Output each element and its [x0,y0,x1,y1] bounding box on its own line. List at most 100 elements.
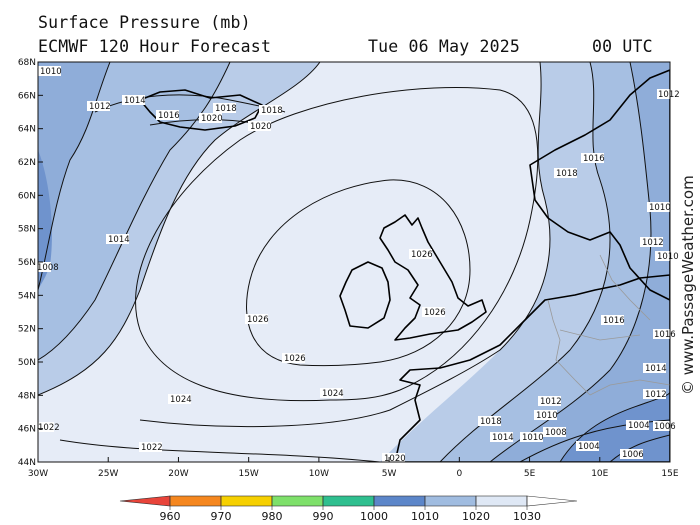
svg-text:1010: 1010 [40,67,62,77]
isobar-label: 1014 [643,363,667,374]
lat-tick-label: 58N [18,225,36,235]
colorbar-segment [373,495,426,507]
svg-text:1018: 1018 [480,417,502,427]
isobar-label: 1006 [620,449,644,460]
lat-tick-label: 50N [18,358,36,368]
lon-tick-label: 10E [591,469,608,479]
latitude-axis: 68N 66N 64N 62N 60N 58N 56N 54N 52N 50N 48N 46N 44N [18,58,43,468]
iceland [139,89,263,131]
isobar-label: 1024 [168,394,192,405]
borders [547,254,670,396]
forecast-model: ECMWF 120 Hour Forecast [38,37,272,56]
isobar-label: 1026 [282,353,306,364]
longitude-axis: 30W 25W 20W 15W 10W 5W 0 5E 10E 15E [28,457,679,479]
lat-tick-label: 44N [18,458,36,468]
svg-text:1004: 1004 [578,442,600,452]
great-britain [379,214,487,341]
svg-text:1012: 1012 [540,397,562,407]
band-west-1016 [38,62,230,360]
forecast-date: Tue 06 May 2025 [368,37,521,56]
isobar-label: 1018 [213,103,237,114]
lat-tick-label: 68N [18,58,36,68]
isobar-label: 1008 [37,262,59,273]
isobar-label: 1016 [653,329,676,340]
svg-text:1006: 1006 [654,422,676,432]
isobar-label: 1012 [643,389,667,400]
svg-text:1018: 1018 [215,104,237,114]
band-east-1016 [440,62,670,462]
colorbar-segment [424,495,477,507]
lon-tick-label: 20W [168,469,188,479]
isobar-labels: 1010 1012 1014 1016 1018 1020 1020 1018 … [37,66,680,464]
colorbar-label: 960 [160,510,181,523]
isobar-label: 1026 [409,249,433,260]
isobar-label: 1016 [581,153,605,164]
watermark: © www.PassageWeather.com [679,175,697,395]
lon-tick-label: 5W [382,469,397,479]
isobar-label: 1004 [576,441,600,452]
svg-text:1022: 1022 [141,443,163,453]
lat-tick-label: 52N [18,325,36,335]
colorbar-segment [220,495,273,507]
colorbar-segment [169,495,222,507]
lat-tick-label: 66N [18,91,36,101]
isobar-label: 1012 [640,237,664,248]
isobar-label: 1024 [320,388,344,399]
isobar-label: 1020 [248,121,272,132]
svg-text:1010: 1010 [649,203,671,213]
colorbar-label: 1020 [462,510,490,523]
svg-text:1024: 1024 [170,395,192,405]
land-masses [139,69,670,462]
colorbar-label: 1030 [513,510,541,523]
svg-text:1014: 1014 [645,364,667,374]
isobar-label: 1010 [655,251,679,262]
isobar-label: 1020 [382,453,406,464]
isobar-label: 1012 [538,396,562,407]
isobar-label: 1018 [478,416,502,427]
lon-tick-label: 15E [661,469,678,479]
isobar-label: 1012 [87,101,111,112]
lat-tick-label: 54N [18,291,36,301]
svg-text:1008: 1008 [545,428,567,438]
lon-tick-label: 25W [98,469,118,479]
svg-text:1020: 1020 [201,114,223,124]
lon-tick-label: 0 [456,469,462,479]
isobar-label: 1016 [156,110,180,121]
colorbar-segment [322,495,375,507]
isobar-label: 1014 [122,95,146,106]
isobar-label: 1018 [259,105,283,116]
svg-text:1004: 1004 [628,421,650,431]
isobar-label: 1008 [543,427,567,438]
svg-text:1010: 1010 [536,411,558,421]
isobar-label: 1022 [139,442,163,453]
scandinavia [529,69,670,301]
colorbar-low-arrow [119,495,171,507]
svg-text:1012: 1012 [645,390,667,400]
svg-text:1006: 1006 [622,450,644,460]
svg-text:1018: 1018 [261,106,283,116]
svg-text:1020: 1020 [250,122,272,132]
isobar-label: 1010 [38,66,62,77]
isobar-label: 1010 [534,410,558,421]
isobar-label: 1016 [601,315,625,326]
svg-text:1016: 1016 [158,111,180,121]
svg-text:1016: 1016 [603,316,625,326]
isobar-label: 1010 [647,202,671,213]
isobar-label: 1018 [554,168,578,179]
colorbar-label: 990 [313,510,334,523]
isobar-label: 1006 [653,421,676,432]
svg-text:1010: 1010 [522,433,544,443]
colorbar-label: 980 [262,510,283,523]
svg-text:1026: 1026 [284,354,306,364]
map-title: Surface Pressure (mb) [38,13,251,32]
lat-tick-label: 48N [18,391,36,401]
ireland [339,261,391,329]
lat-tick-label: 56N [18,258,36,268]
svg-text:1010: 1010 [657,252,679,262]
forecast-time: 00 UTC [592,37,653,56]
lon-tick-label: 30W [28,469,48,479]
svg-text:1012: 1012 [89,102,111,112]
lat-tick-label: 62N [18,158,36,168]
isobar-label: 1004 [626,420,650,431]
svg-text:1014: 1014 [124,96,146,106]
